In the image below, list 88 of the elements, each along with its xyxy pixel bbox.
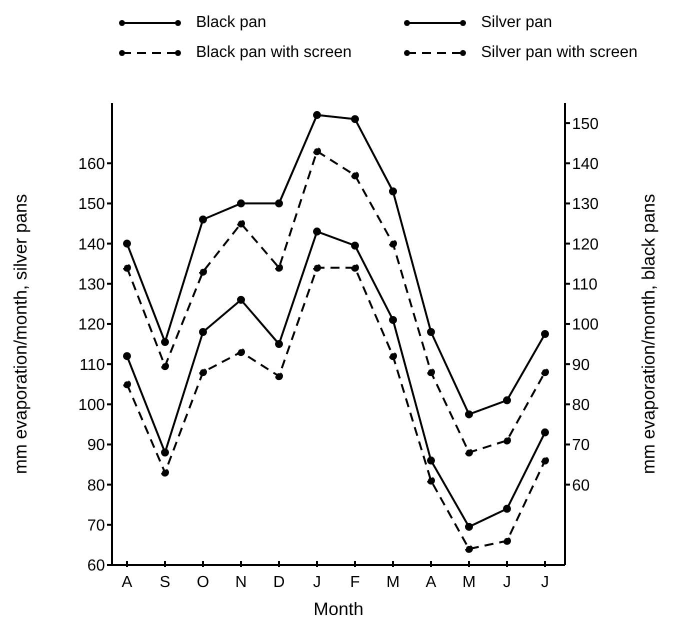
y2-tick-label: 150: [572, 116, 599, 133]
point: [351, 171, 359, 180]
x-tick-label: A: [426, 574, 437, 591]
y2-tick-label: 120: [572, 236, 599, 254]
x-tick-label: J: [541, 574, 549, 591]
point: [503, 396, 511, 404]
point: [161, 338, 169, 346]
y-tick-label: 90: [87, 437, 106, 454]
point: [199, 328, 207, 336]
y-axis-title: mm evaporation/month, silver pans: [10, 194, 30, 474]
point: [427, 328, 435, 336]
y2-tick-label: 70: [572, 437, 590, 454]
point: [389, 240, 397, 248]
y2-tick-label: 100: [572, 316, 599, 334]
x-axis-title: Month: [313, 599, 364, 619]
legend-label: Silver pan: [481, 14, 552, 32]
y2-axis-title: mm evaporation/month, black pans: [638, 194, 658, 474]
x-tick-label: D: [273, 574, 285, 591]
point: [313, 111, 321, 120]
y-tick-label: 120: [78, 316, 106, 334]
point: [123, 380, 131, 388]
y2-tick-label: 90: [572, 356, 590, 374]
point: [237, 296, 245, 304]
y2-tick-label: 60: [572, 477, 590, 494]
point: [275, 340, 283, 348]
point: [503, 504, 511, 513]
point: [275, 264, 283, 272]
point: [123, 264, 131, 272]
x-tick-label: F: [350, 574, 360, 591]
point: [351, 264, 359, 272]
point: [541, 456, 549, 465]
point: [465, 544, 473, 553]
point: [541, 330, 549, 338]
point: [199, 368, 207, 376]
point: [237, 220, 245, 228]
legend-label: Black pan: [196, 14, 266, 32]
y2-tick-label: 80: [572, 396, 590, 414]
point: [465, 410, 473, 418]
x-tick-label: J: [503, 574, 511, 591]
y-tick-label: 150: [78, 196, 106, 214]
x-tick-label: O: [196, 574, 210, 591]
x-tick-label: S: [160, 574, 170, 591]
point: [503, 436, 511, 444]
point: [427, 368, 435, 376]
point: [237, 348, 245, 356]
point: [465, 522, 473, 531]
point: [389, 316, 397, 324]
point: [199, 268, 207, 276]
point: [541, 368, 549, 376]
point: [161, 362, 169, 370]
y-tick-label: 140: [78, 236, 106, 254]
point: [503, 536, 511, 545]
y-tick-label: 80: [87, 477, 106, 494]
x-tick-label: M: [386, 574, 400, 591]
y-tick-label: 130: [78, 276, 106, 294]
y-tick-label: 110: [79, 356, 106, 374]
x-tick-label: J: [313, 574, 321, 591]
point: [351, 115, 359, 124]
x-tick-label: A: [122, 574, 133, 591]
point: [161, 448, 169, 457]
y2-tick-label: 130: [572, 196, 599, 214]
point: [123, 240, 131, 248]
y-tick-label: 70: [87, 518, 106, 535]
y-tick-label: 160: [78, 156, 106, 173]
point: [351, 242, 359, 250]
point: [237, 199, 245, 208]
y-tick-label: 60: [87, 558, 106, 575]
point: [313, 264, 321, 272]
y-tick-label: 100: [78, 396, 106, 414]
legend-label: Silver pan with screen: [481, 44, 638, 62]
point: [427, 476, 435, 485]
point: [199, 216, 207, 224]
point: [313, 228, 321, 236]
legend-label: Black pan with screen: [196, 44, 352, 62]
point: [313, 147, 321, 156]
point: [389, 352, 397, 360]
point: [275, 199, 283, 208]
x-tick-label: N: [235, 574, 247, 591]
point: [123, 352, 131, 360]
point: [161, 468, 169, 477]
point: [541, 428, 549, 436]
point: [427, 456, 435, 465]
y2-tick-label: 110: [572, 276, 598, 294]
point: [465, 448, 473, 457]
point: [389, 187, 397, 196]
x-tick-label: M: [462, 574, 476, 591]
y2-tick-label: 140: [572, 156, 599, 173]
point: [275, 372, 283, 380]
